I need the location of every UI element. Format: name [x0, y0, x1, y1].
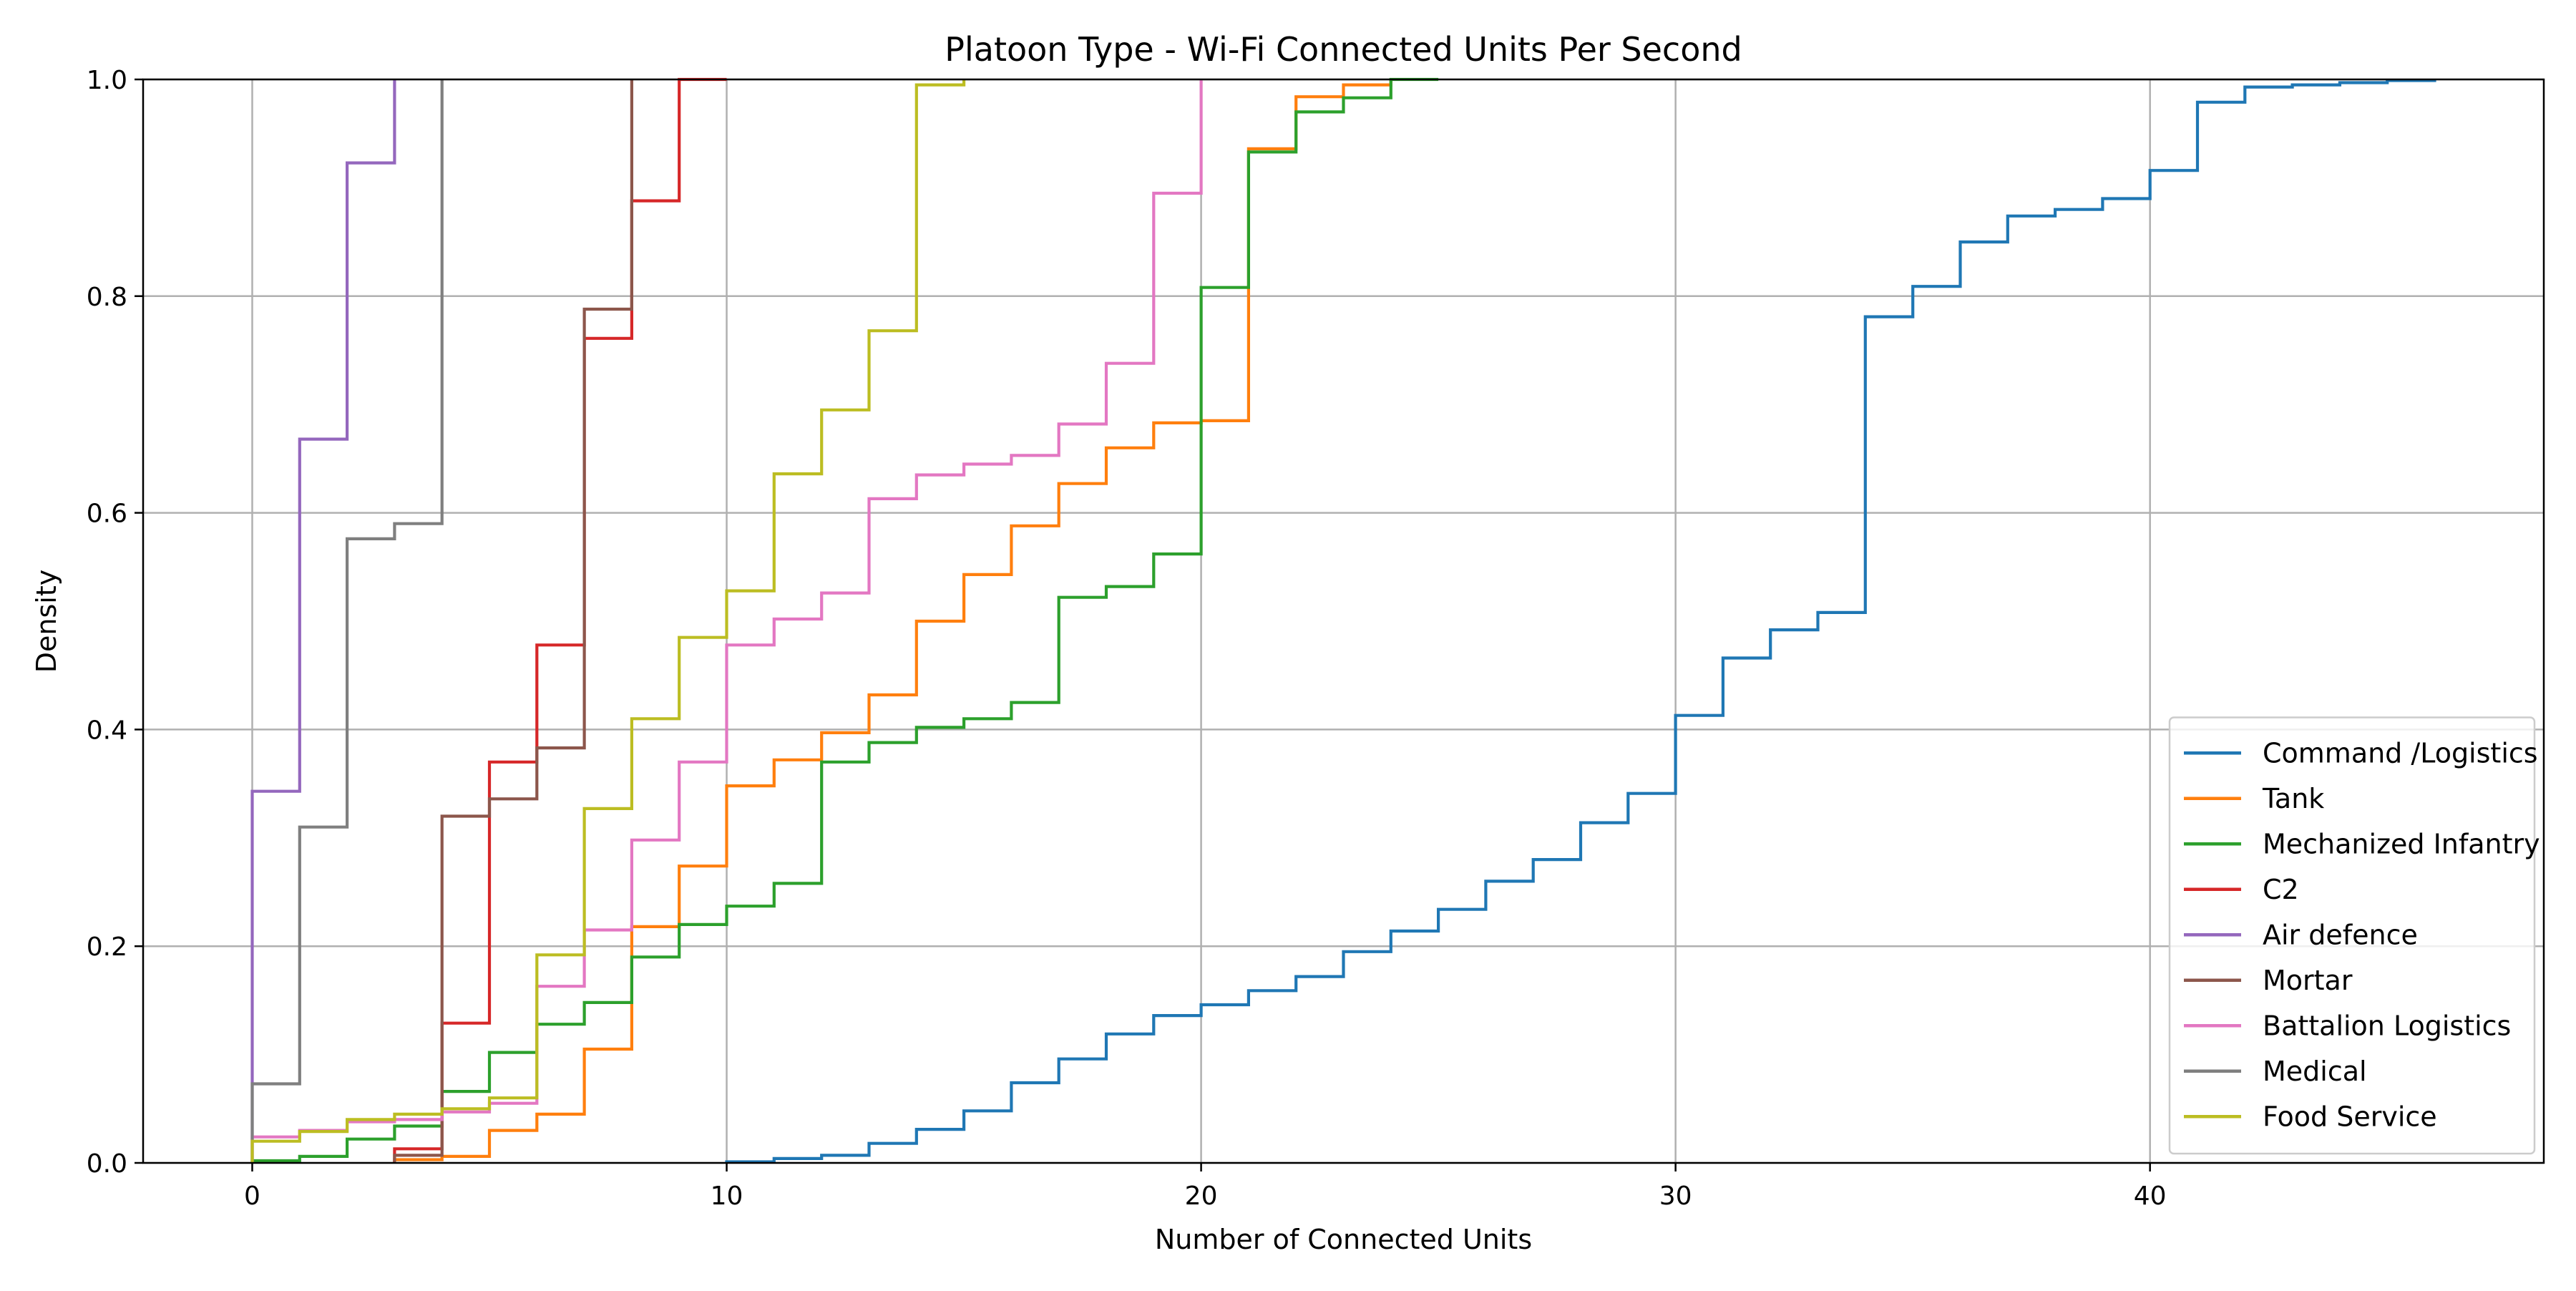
y-tick-label: 0.6: [87, 500, 127, 529]
y-tick-label: 0.0: [87, 1149, 127, 1179]
legend-label: Medical: [2263, 1056, 2367, 1087]
x-tick-label: 0: [244, 1182, 260, 1211]
legend: Command /Logistics Tank Mechanized Infantr…: [2168, 716, 2540, 1155]
legend-label: C2: [2263, 874, 2299, 905]
y-tick-label: 0.8: [87, 283, 127, 312]
series-line-mortar: [393, 79, 633, 1163]
legend-box: [2168, 716, 2536, 1155]
legend-label: Tank: [2262, 783, 2324, 814]
series-line-tank: [393, 79, 1392, 1163]
x-tick-label: 20: [1185, 1182, 1218, 1211]
y-axis-label: Density: [31, 570, 62, 673]
legend-label: Food Service: [2263, 1101, 2437, 1132]
series-line-air-defence: [250, 79, 396, 1163]
axis-ticks: 0 10 20 30 40 0.0 0.2 0.4 0.6 0.8 1.0: [87, 66, 2167, 1211]
series-line-command-logistics: [725, 79, 2436, 1164]
chart-title: Platoon Type - Wi-Fi Connected Units Per…: [945, 30, 1742, 69]
x-tick-label: 10: [711, 1182, 743, 1211]
legend-label: Command /Logistics: [2263, 737, 2538, 769]
y-tick-label: 0.2: [87, 932, 127, 962]
plot-frame: [142, 78, 2545, 1164]
y-tick-label: 0.4: [87, 716, 127, 745]
legend-label: Battalion Logistics: [2263, 1010, 2511, 1041]
series-lines: [250, 77, 2436, 1164]
legend-label: Mortar: [2263, 965, 2353, 996]
legend-label: Air defence: [2263, 919, 2418, 950]
x-tick-label: 30: [1659, 1182, 1692, 1211]
x-tick-label: 40: [2134, 1182, 2167, 1211]
legend-label: Mechanized Infantry: [2263, 828, 2540, 859]
x-axis-label: Number of Connected Units: [1155, 1224, 1532, 1255]
series-line-food-service: [250, 79, 966, 1163]
series-line-medical: [250, 79, 444, 1163]
y-tick-label: 1.0: [87, 66, 127, 95]
